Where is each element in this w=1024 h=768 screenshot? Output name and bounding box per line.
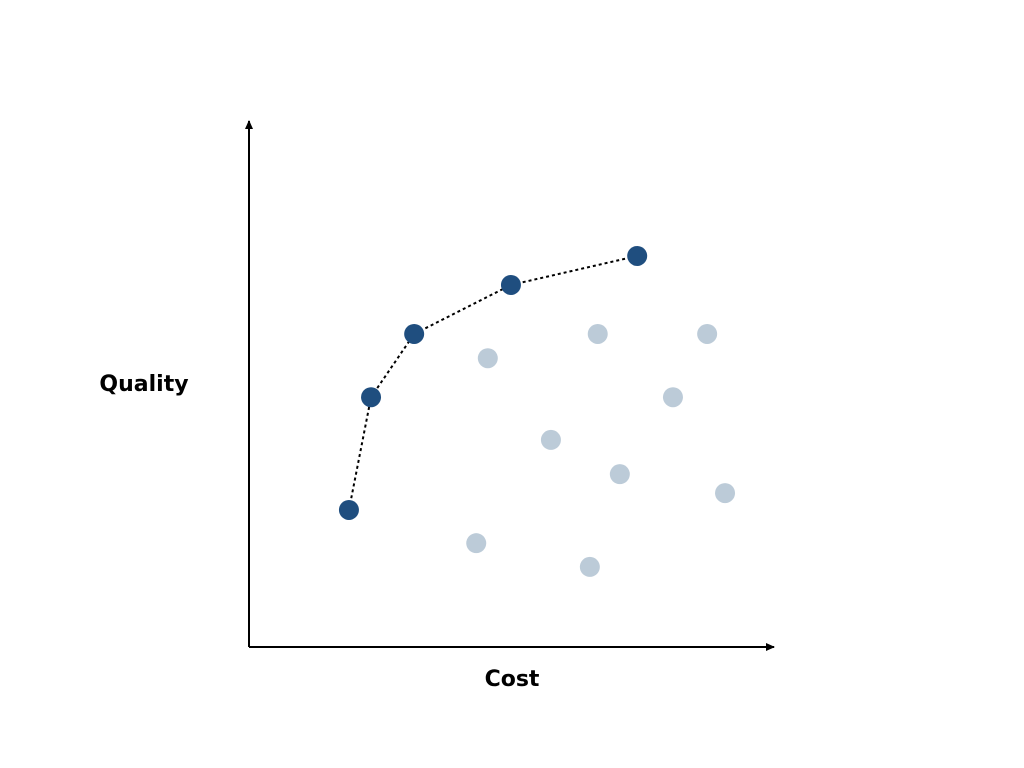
point: [579, 556, 600, 577]
frontier-line: [347, 254, 638, 511]
point: [697, 323, 718, 344]
point: [466, 533, 487, 554]
point: [361, 387, 382, 408]
point: [662, 387, 683, 408]
point: [540, 429, 561, 450]
point: [587, 323, 608, 344]
point: [500, 274, 521, 295]
point: [715, 483, 736, 504]
point: [404, 323, 425, 344]
x-axis-title: Cost: [485, 667, 540, 692]
y-axis-title: Quality: [99, 372, 188, 397]
point: [627, 245, 648, 266]
point: [338, 499, 359, 520]
point: [477, 348, 498, 369]
point: [609, 464, 630, 485]
